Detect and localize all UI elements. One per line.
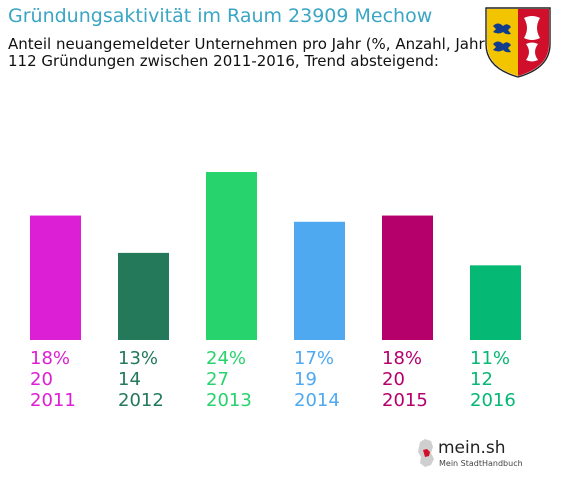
category-label-2014: 2014 <box>294 390 340 411</box>
germany-map-icon <box>418 439 434 467</box>
bar-2011 <box>30 215 81 340</box>
category-label-2012: 2012 <box>118 390 164 411</box>
value-label-2015: 20 <box>382 369 405 390</box>
bar-2012 <box>118 252 169 340</box>
percent-label-2015: 18% <box>382 348 423 369</box>
percent-label-2016: 11% <box>470 348 511 369</box>
bar-2016 <box>470 265 521 340</box>
coat-of-arms-icon <box>485 7 551 78</box>
value-label-2014: 19 <box>294 369 317 390</box>
category-label-2015: 2015 <box>382 390 428 411</box>
chart-title: Gründungsaktivität im Raum 23909 Mechow <box>8 5 433 27</box>
bar-2013 <box>206 172 257 340</box>
brand-name: mein.sh <box>438 438 506 458</box>
category-label-2013: 2013 <box>206 390 252 411</box>
percent-label-2011: 18% <box>30 348 71 369</box>
percent-label-2013: 24% <box>206 348 247 369</box>
bar-2015 <box>382 215 433 340</box>
chart-subtitle-line-1: Anteil neuangemeldeter Unternehmen pro J… <box>8 35 491 53</box>
value-label-2011: 20 <box>30 369 53 390</box>
value-label-2013: 27 <box>206 369 229 390</box>
value-label-2012: 14 <box>118 369 141 390</box>
chart-subtitle-line-2: 112 Gründungen zwischen 2011-2016, Trend… <box>8 52 439 70</box>
category-label-2016: 2016 <box>470 390 516 411</box>
percent-label-2012: 13% <box>118 348 159 369</box>
value-label-2016: 12 <box>470 369 493 390</box>
brand-tagline: Mein StadtHandbuch <box>439 459 523 468</box>
category-label-2011: 2011 <box>30 390 76 411</box>
bar-2014 <box>294 221 345 340</box>
percent-label-2014: 17% <box>294 348 335 369</box>
